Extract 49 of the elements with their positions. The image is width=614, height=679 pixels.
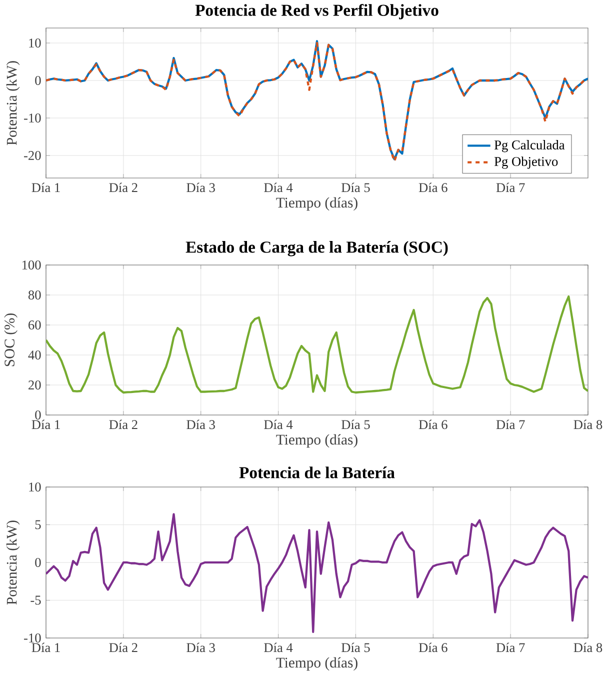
y-tick-label: 0 <box>35 410 41 420</box>
y-tick-label: 40 <box>28 350 41 360</box>
y-tick-label: 0 <box>35 558 41 567</box>
x-tick-label: Día 5 <box>341 182 370 192</box>
x-tick-label: Día 7 <box>496 420 525 430</box>
x-tick-label: Día 7 <box>496 642 525 652</box>
y-tick-label: 100 <box>22 260 41 270</box>
x-tick-label: Día 5 <box>341 642 370 652</box>
y-tick-label: 80 <box>28 290 41 300</box>
x-tick-label: Día 1 <box>32 642 60 652</box>
x-tick-label: Día 2 <box>109 420 138 430</box>
y-axis-title: Potencia (kW) <box>6 61 20 146</box>
y-axis-title: SOC (%) <box>4 314 18 366</box>
y-tick-label: 20 <box>28 380 41 390</box>
y-tick-label: -20 <box>24 151 41 160</box>
y-tick-label: 5 <box>35 520 41 530</box>
legend-label: Pg Objetivo <box>494 156 558 169</box>
x-axis-title: Tiempo (días) <box>276 657 358 671</box>
x-tick-label: Día 6 <box>418 182 448 192</box>
chart-title: Potencia de la Batería <box>239 466 395 478</box>
y-tick-label: 10 <box>29 38 41 48</box>
x-tick-label: Día 3 <box>186 182 215 192</box>
x-tick-label: Día 3 <box>186 642 215 652</box>
x-axis-title: Tiempo (días) <box>276 197 358 211</box>
x-tick-label: Día 4 <box>264 642 293 652</box>
y-axis-title: Potencia (kW) <box>6 520 20 605</box>
y-tick-label: -5 <box>30 596 41 605</box>
legend-label: Pg Calculada <box>494 140 565 152</box>
x-tick-label: Día 4 <box>264 182 293 192</box>
x-tick-label: Día 2 <box>109 642 138 652</box>
x-tick-label: Día 6 <box>418 642 448 652</box>
x-tick-label: Día 2 <box>109 182 138 192</box>
x-tick-label: Día 8 <box>574 642 602 652</box>
x-tick-label: Día 6 <box>418 420 448 430</box>
y-tick-label: 10 <box>29 482 41 492</box>
x-axis-title: Tiempo (días) <box>276 434 358 448</box>
y-tick-label: -10 <box>24 114 41 122</box>
x-tick-label: Día 5 <box>341 420 370 430</box>
chart-title: Potencia de Red vs Perfil Objetivo <box>195 4 438 20</box>
y-tick-label: -10 <box>24 633 41 642</box>
x-tick-label: Día 7 <box>496 182 525 192</box>
x-tick-label: Día 1 <box>32 420 60 430</box>
x-tick-label: Día 1 <box>32 182 60 192</box>
x-tick-label: Día 4 <box>264 420 293 430</box>
y-tick-label: 60 <box>28 320 41 330</box>
y-tick-label: 0 <box>35 76 41 85</box>
x-tick-label: Día 8 <box>574 420 602 430</box>
chart-title: Estado de Carga de la Batería (SOC) <box>186 241 448 256</box>
x-tick-label: Día 3 <box>186 420 215 430</box>
